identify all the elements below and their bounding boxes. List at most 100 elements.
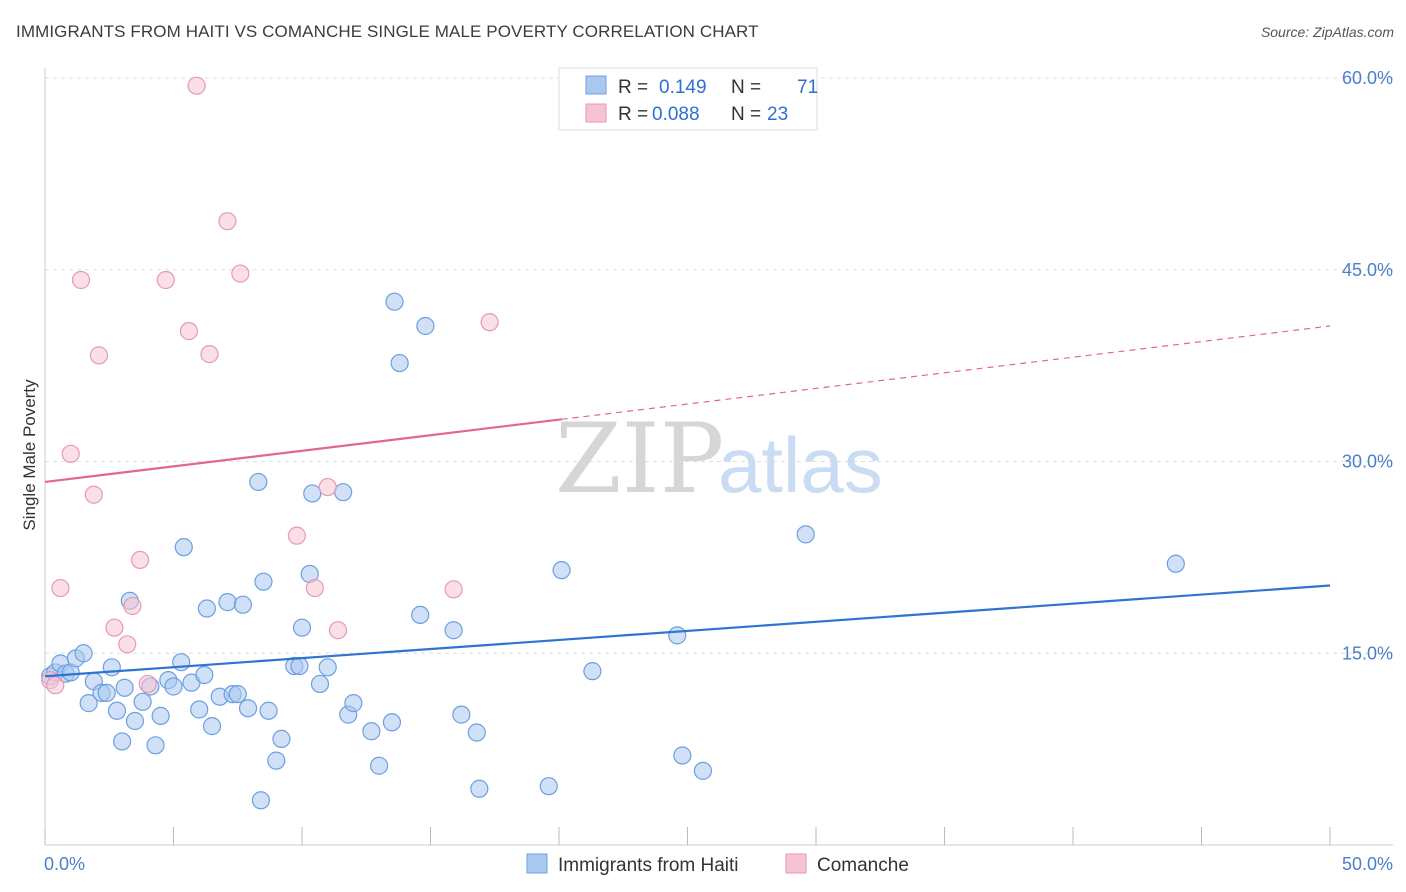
bottom-legend-comanche: Comanche [817, 855, 909, 876]
point-haiti [385, 292, 404, 311]
legend-r-label-2: R = [618, 104, 648, 125]
grid-lines [45, 77, 1393, 654]
point-haiti [552, 561, 571, 580]
point-haiti [79, 694, 98, 713]
point-haiti [796, 525, 815, 544]
point-comanche [444, 580, 463, 599]
point-haiti [125, 711, 145, 731]
point-haiti [290, 656, 309, 676]
point-comanche [130, 550, 150, 570]
chart-title: IMMIGRANTS FROM HAITI VS COMANCHE SINGLE… [16, 22, 759, 41]
point-comanche [187, 76, 206, 95]
point-comanche [118, 635, 137, 654]
legend-r-value-1: 0.149 [659, 77, 707, 98]
trend-line-comanche-extension [561, 325, 1331, 420]
point-comanche [318, 477, 337, 497]
point-haiti [318, 658, 337, 677]
point-haiti [452, 705, 471, 724]
point-haiti [411, 605, 430, 625]
bottom-legend: Immigrants from Haiti Comanche [526, 853, 909, 876]
point-haiti [174, 538, 193, 557]
bottom-legend-haiti: Immigrants from Haiti [558, 855, 739, 876]
legend-n-value-2: 23 [767, 104, 788, 125]
point-haiti [133, 692, 152, 711]
point-comanche [480, 313, 499, 332]
legend-swatch-comanche [585, 103, 607, 123]
y-axis-title: Single Male Poverty [20, 379, 39, 531]
point-haiti [164, 677, 183, 696]
point-haiti [444, 621, 463, 640]
axes [44, 68, 1393, 846]
point-haiti [74, 644, 93, 663]
tick-labels: 15.0% 30.0% 45.0% 60.0% 0.0% 50.0% [44, 68, 1393, 874]
point-haiti [259, 701, 278, 720]
legend-r-value-2: 0.088 [652, 104, 700, 125]
point-haiti [228, 685, 247, 704]
point-haiti [310, 674, 330, 694]
point-haiti [195, 665, 214, 685]
point-haiti [233, 595, 252, 614]
point-comanche [46, 676, 65, 695]
point-haiti [370, 756, 389, 775]
legend-r-label-1: R = [618, 77, 648, 98]
point-comanche [179, 322, 199, 341]
point-comanche [287, 526, 306, 545]
watermark-atlas: atlas [718, 421, 883, 509]
point-haiti [146, 736, 165, 755]
point-comanche [61, 444, 80, 463]
point-comanche [123, 596, 142, 616]
point-haiti [362, 722, 381, 741]
point-comanche [84, 485, 103, 504]
legend-n-label-2: N = [731, 104, 761, 125]
point-comanche [218, 212, 237, 231]
bottom-legend-swatch-haiti [526, 853, 548, 874]
legend-swatch-haiti [585, 75, 607, 95]
point-haiti [539, 777, 558, 796]
point-comanche [138, 674, 157, 694]
point-haiti [467, 723, 486, 742]
trend-line-haiti [44, 584, 1331, 678]
point-haiti [115, 678, 134, 697]
point-haiti [334, 483, 353, 502]
point-comanche [305, 578, 324, 598]
point-haiti [583, 662, 602, 681]
trend-line-comanche [44, 418, 562, 484]
bottom-legend-swatch-comanche [785, 853, 807, 874]
point-haiti [249, 472, 268, 492]
legend-n-label-1: N = [731, 77, 761, 98]
point-haiti [382, 713, 402, 732]
point-haiti [292, 618, 312, 637]
point-haiti [416, 316, 435, 336]
point-haiti [1166, 554, 1185, 573]
trend-lines [44, 325, 1331, 678]
legend: R = 0.149 N = 71 R = 0.088 N = 23 [558, 67, 818, 131]
legend-n-value-1: 71 [797, 77, 818, 98]
point-haiti [693, 761, 713, 780]
point-haiti [112, 732, 132, 751]
x-tick-label: 0.0% [44, 854, 85, 874]
x-tick-label: 50.0% [1342, 854, 1393, 874]
point-haiti [190, 700, 209, 719]
point-haiti [673, 746, 692, 765]
point-comanche [231, 264, 250, 283]
y-tick-label: 30.0% [1342, 452, 1393, 472]
point-haiti [470, 779, 489, 798]
data-points [41, 76, 1185, 810]
point-comanche [89, 346, 109, 365]
point-haiti [102, 658, 121, 677]
point-haiti [251, 791, 270, 810]
point-haiti [267, 751, 286, 770]
point-comanche [105, 618, 124, 637]
point-haiti [107, 701, 127, 720]
watermark: ZIP atlas [555, 403, 883, 515]
y-tick-label: 15.0% [1342, 643, 1393, 663]
point-comanche [156, 270, 175, 290]
point-comanche [328, 621, 348, 640]
point-haiti [202, 717, 222, 736]
point-haiti [303, 484, 322, 503]
point-haiti [344, 694, 363, 713]
watermark-zip: ZIP [555, 403, 724, 515]
point-comanche [200, 345, 219, 364]
point-haiti [390, 353, 409, 373]
